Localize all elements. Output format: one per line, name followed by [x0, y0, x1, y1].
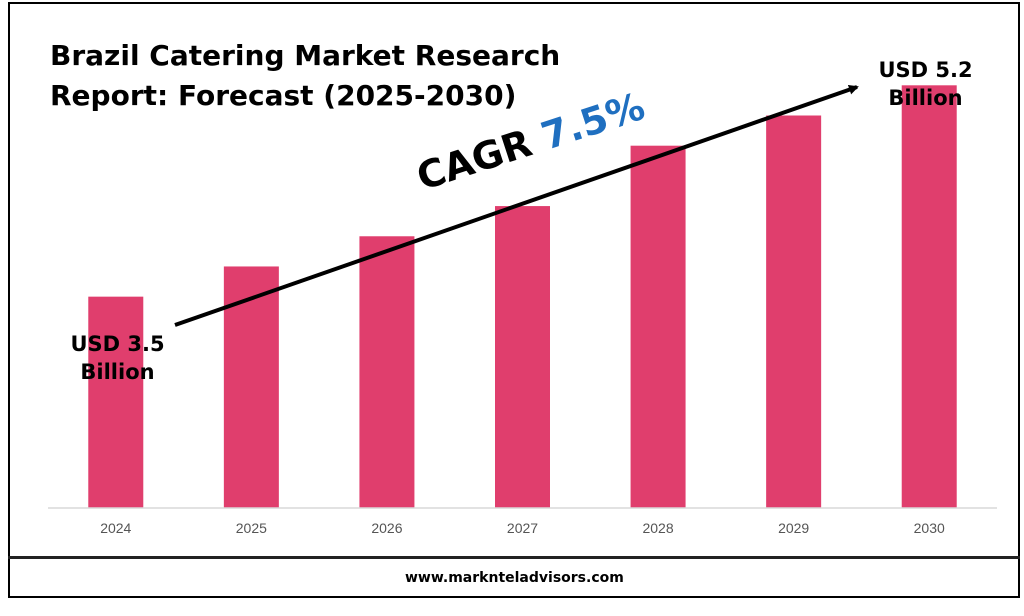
bar-2026 [359, 236, 415, 508]
x-tick-2025: 2025 [236, 520, 267, 536]
x-tick-2026: 2026 [371, 520, 402, 536]
bar-2030 [901, 85, 957, 509]
start-value-label: USD 3.5 Billion [70, 332, 165, 384]
cagr-arrow [174, 84, 859, 327]
x-tick-2029: 2029 [778, 520, 809, 536]
chart-title: Brazil Catering Market Research Report: … [50, 39, 561, 112]
bar-2025 [223, 266, 279, 508]
bar-2029 [766, 115, 822, 508]
website-link[interactable]: www.marknteladvisors.com [405, 570, 624, 586]
x-tick-labels: 2024 2025 2026 2027 2028 2029 2030 [100, 520, 945, 536]
bar-2027 [495, 206, 550, 509]
footer-divider [8, 556, 1020, 559]
x-tick-2024: 2024 [100, 520, 131, 536]
bars-group [88, 85, 957, 509]
x-tick-2030: 2030 [914, 520, 945, 536]
chart-frame [8, 2, 1020, 598]
bar-2024 [88, 296, 144, 508]
end-value-label: USD 5.2 Billion [878, 58, 973, 110]
x-tick-2028: 2028 [642, 520, 673, 536]
x-tick-2027: 2027 [507, 520, 538, 536]
bar-2028 [630, 145, 686, 508]
